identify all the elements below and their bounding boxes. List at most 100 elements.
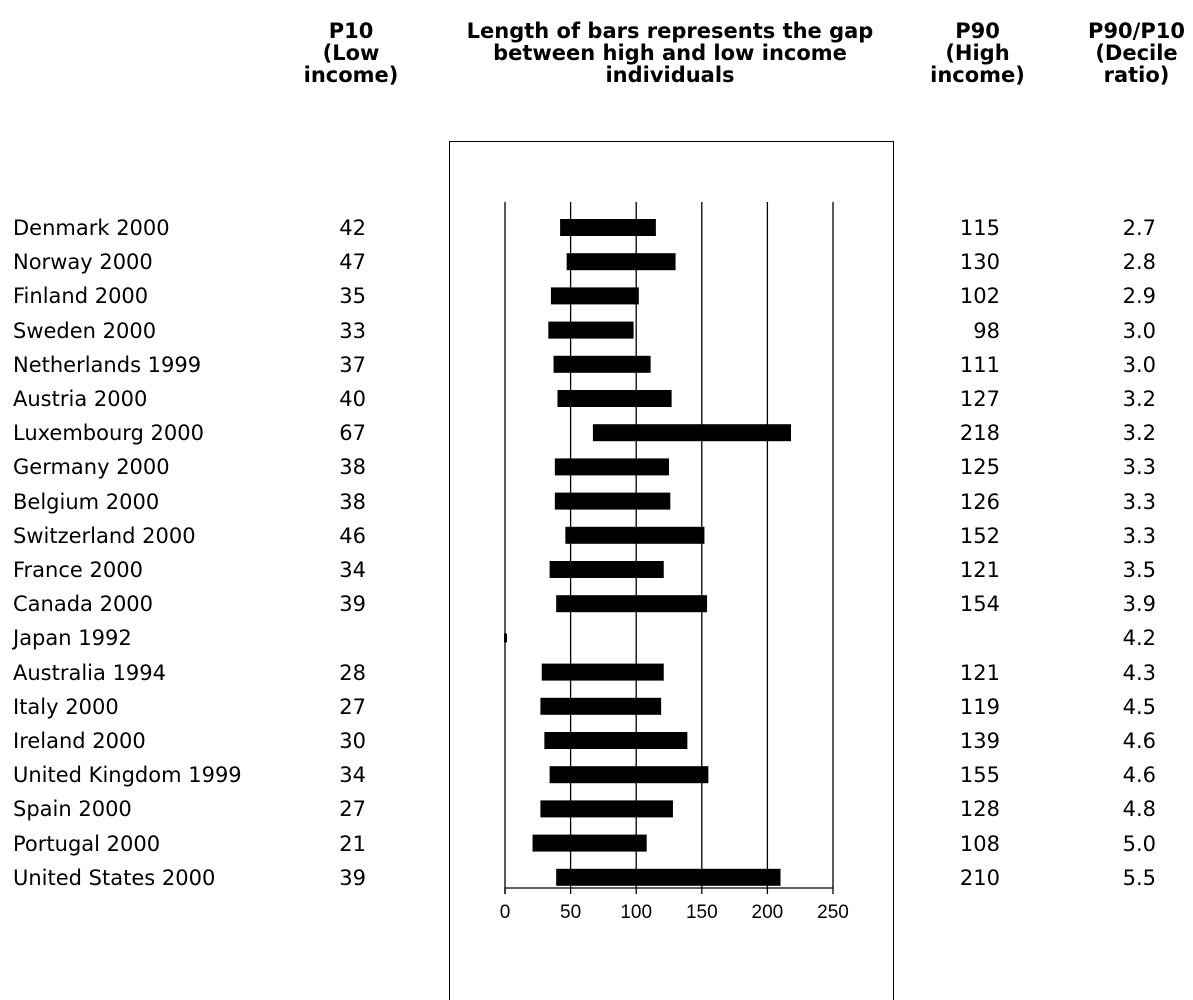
ratio-value: 3.5 (1122, 558, 1156, 582)
country-label: Italy 2000 (13, 694, 119, 719)
p90-value: 108 (959, 831, 1000, 856)
range-bar (549, 766, 709, 784)
p10-header: P10 (Low income) (296, 20, 406, 86)
chart-header-line-2: between high and low income (493, 41, 847, 65)
ratio-value: 3.3 (1122, 455, 1156, 480)
country-label: Germany 2000 (13, 455, 170, 480)
ratio-value: 4.6 (1122, 763, 1156, 788)
ratio-header-line-1: P90/P10 (1088, 19, 1185, 43)
range-bar (544, 732, 688, 749)
country-label: Luxembourg 2000 (13, 421, 204, 446)
p10-value: 46 (339, 523, 366, 548)
p10-value: 67 (339, 421, 366, 446)
p10-value: 39 (339, 592, 366, 617)
country-label: Portugal 2000 (13, 831, 161, 856)
p10-header-line-2: (Low (322, 41, 380, 65)
country-label: Sweden 2000 (13, 318, 157, 343)
ratio-value: 4.5 (1122, 694, 1156, 719)
country-label: Japan 1992 (13, 626, 132, 651)
p10-value: 38 (339, 455, 366, 480)
p90-header-line-3: income) (930, 63, 1025, 87)
ratio-value: 4.8 (1122, 797, 1156, 822)
ratio-value: 3.2 (1122, 421, 1156, 446)
chart-header: Length of bars represents the gap betwee… (420, 20, 920, 86)
ratio-value: 3.0 (1122, 318, 1156, 343)
p90-value: 139 (959, 729, 1000, 753)
range-bar (556, 595, 708, 613)
country-label: Switzerland 2000 (13, 523, 196, 548)
p10-value: 38 (339, 489, 366, 514)
p10-value: 34 (339, 763, 366, 788)
country-label: Norway 2000 (13, 250, 153, 275)
p90-value: 121 (959, 558, 1000, 582)
p10-value: 21 (339, 831, 366, 856)
p90-value: 126 (959, 489, 1000, 514)
p90-value: 102 (959, 284, 1000, 309)
ratio-value: 3.3 (1122, 523, 1156, 548)
x-tick-label: 200 (752, 902, 784, 923)
range-bar (548, 321, 634, 339)
p90-value: 115 (959, 216, 1000, 240)
p90-header-line-1: P90 (955, 19, 1000, 43)
p10-value: 27 (339, 694, 366, 719)
p10-value: 39 (339, 865, 366, 890)
p90-value: 154 (959, 592, 1000, 617)
p90-header-line-2: (High (945, 41, 1010, 65)
range-bar (554, 458, 669, 476)
range-bar (592, 424, 792, 442)
range-bar (565, 526, 705, 544)
ratio-header: P90/P10 (Decile ratio) (1080, 20, 1193, 86)
range-bar (554, 492, 671, 510)
p10-value: 30 (339, 729, 366, 753)
p10-value: 27 (339, 797, 366, 822)
ratio-value: 5.0 (1122, 831, 1156, 856)
plot-frame (449, 141, 894, 1000)
p90-value: 111 (959, 352, 1000, 377)
p10-value: 33 (339, 318, 366, 343)
ratio-value: 4.6 (1122, 729, 1156, 753)
x-tick-label: 150 (686, 902, 718, 923)
x-tick-label: 250 (817, 902, 849, 923)
ratio-value: 3.2 (1122, 387, 1156, 411)
p90-header: P90 (High income) (920, 20, 1035, 86)
range-bar (566, 253, 676, 271)
country-label: Denmark 2000 (13, 216, 170, 240)
range-bar (549, 561, 664, 578)
x-tick-label: 0 (500, 902, 511, 923)
ratio-value: 2.9 (1122, 284, 1156, 309)
p10-value: 40 (339, 387, 366, 411)
range-bar-missing (504, 633, 507, 643)
p90-value: 125 (959, 455, 1000, 480)
ratio-value: 2.8 (1122, 250, 1156, 275)
ratio-value: 3.0 (1122, 352, 1156, 377)
p10-value: 28 (339, 660, 366, 685)
country-label: Netherlands 1999 (13, 352, 202, 377)
p10-value: 42 (339, 216, 366, 240)
p10-value: 35 (339, 284, 366, 309)
range-bar (550, 287, 639, 305)
range-bar (541, 663, 664, 681)
country-label: Australia 1994 (13, 660, 167, 685)
range-bar (557, 390, 672, 407)
country-label: Spain 2000 (13, 797, 132, 822)
country-label: Canada 2000 (13, 592, 154, 617)
p90-value: 128 (959, 797, 1000, 822)
ratio-value: 2.7 (1122, 216, 1156, 240)
range-bar (553, 355, 651, 373)
x-tick-label: 50 (560, 902, 581, 923)
range-bar (540, 697, 662, 715)
p90-value: 152 (959, 523, 1000, 548)
ratio-value: 5.5 (1122, 865, 1156, 890)
ratio-value: 4.2 (1122, 626, 1156, 651)
chart-header-line-1: Length of bars represents the gap (466, 19, 874, 43)
p90-value: 218 (959, 421, 1000, 446)
p90-value: 155 (959, 763, 1000, 788)
country-label: Finland 2000 (13, 284, 149, 309)
country-label: Austria 2000 (13, 387, 148, 411)
p90-value: 98 (973, 318, 1000, 343)
p90-value: 119 (959, 694, 1000, 719)
p10-header-line-1: P10 (328, 19, 374, 43)
range-bar (532, 834, 647, 852)
country-label: United States 2000 (13, 865, 216, 890)
